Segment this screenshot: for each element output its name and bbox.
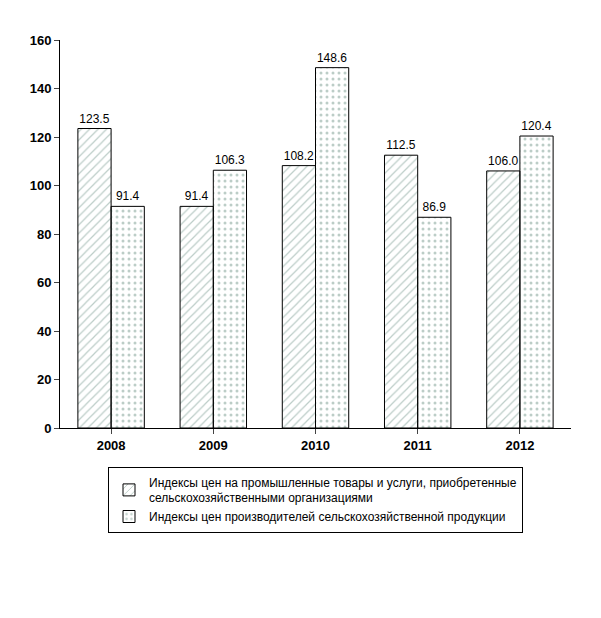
- svg-text:108.2: 108.2: [284, 149, 314, 163]
- svg-text:120.4: 120.4: [521, 119, 551, 133]
- svg-text:148.6: 148.6: [317, 51, 347, 65]
- svg-text:140: 140: [30, 81, 52, 96]
- svg-text:Индексы цен производителей сел: Индексы цен производителей сельскохозяйс…: [149, 510, 505, 524]
- svg-text:Индексы цен на промышленные то: Индексы цен на промышленные товары и усл…: [149, 476, 517, 506]
- svg-text:160: 160: [30, 33, 52, 48]
- svg-text:106.0: 106.0: [488, 154, 518, 168]
- svg-text:91.4: 91.4: [116, 189, 140, 203]
- svg-text:20: 20: [37, 372, 51, 387]
- svg-text:123.5: 123.5: [79, 112, 109, 126]
- svg-text:86.9: 86.9: [422, 200, 446, 214]
- svg-text:91.4: 91.4: [185, 189, 209, 203]
- svg-text:120: 120: [30, 130, 52, 145]
- svg-text:2011: 2011: [404, 438, 432, 453]
- svg-text:106.3: 106.3: [215, 153, 245, 167]
- svg-text:0: 0: [44, 421, 51, 436]
- svg-text:80: 80: [37, 227, 51, 242]
- svg-text:60: 60: [37, 275, 51, 290]
- svg-text:100: 100: [30, 178, 52, 193]
- svg-text:112.5: 112.5: [386, 138, 415, 152]
- svg-text:2010: 2010: [301, 438, 330, 453]
- svg-text:2009: 2009: [199, 438, 228, 453]
- svg-text:2008: 2008: [97, 438, 126, 453]
- svg-text:40: 40: [37, 324, 51, 339]
- svg-text:2012: 2012: [505, 438, 534, 453]
